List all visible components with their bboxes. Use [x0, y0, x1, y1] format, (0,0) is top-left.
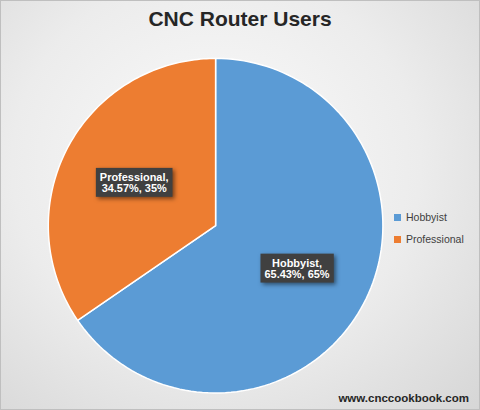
- html-text:Professional: Professional: [406, 233, 464, 245]
- svg-text:Hobbyist,65.43%, 65%: Hobbyist,65.43%, 65%: [264, 257, 329, 280]
- svg-text:Professional,34.57%, 35%: Professional,34.57%, 35%: [100, 171, 169, 194]
- html-text:Hobbyist: Hobbyist: [406, 211, 447, 223]
- html-text:www.cnccookbook.com: www.cnccookbook.com: [338, 392, 469, 404]
- html-text:CNC Router Users: CNC Router Users: [148, 7, 332, 30]
